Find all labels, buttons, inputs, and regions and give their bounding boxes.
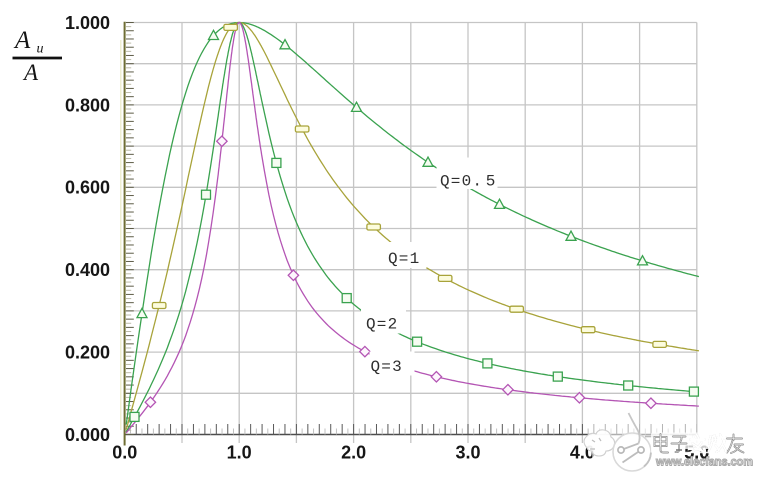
svg-text:A: A [22,60,39,85]
svg-text:Q=1: Q=1 [388,250,420,268]
svg-text:1.000: 1.000 [65,13,110,33]
svg-text:u: u [37,42,44,57]
svg-text:0.400: 0.400 [65,260,110,280]
svg-text:0.0: 0.0 [112,443,137,463]
svg-text:0.600: 0.600 [65,178,110,198]
svg-text:Q=2: Q=2 [366,316,398,334]
svg-text:0.800: 0.800 [65,95,110,115]
svg-text:Q=3: Q=3 [371,358,403,376]
svg-text:0.000: 0.000 [65,425,110,445]
svg-text:A: A [13,27,31,54]
svg-text:2.0: 2.0 [341,443,366,463]
svg-text:3.0: 3.0 [455,443,480,463]
svg-text:0.200: 0.200 [65,343,110,363]
svg-text:www.elecfans.com: www.elecfans.com [655,455,753,469]
svg-text:1.0: 1.0 [227,443,252,463]
svg-text:Q=0.5: Q=0. 5 [440,173,497,191]
